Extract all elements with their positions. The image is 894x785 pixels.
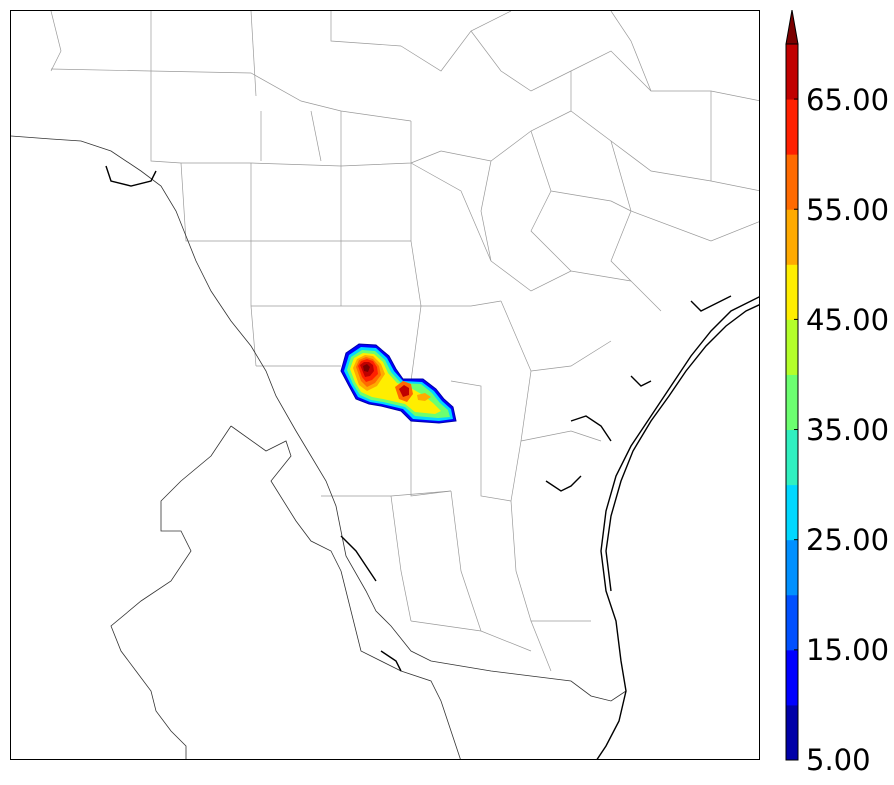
colorbar-bin-10 xyxy=(786,649,798,706)
colorbar-frame xyxy=(785,43,799,761)
colorbar-bin-30 xyxy=(786,429,798,486)
colorbar-bin-35 xyxy=(786,374,798,431)
colorbar xyxy=(785,10,799,761)
colorbar-tick-25: 25.00 xyxy=(806,523,890,557)
colorbar-extend-arrow xyxy=(785,10,799,45)
colorbar-bin-55 xyxy=(786,154,798,210)
radar-map xyxy=(10,10,760,760)
colorbar-bin-5 xyxy=(786,704,798,761)
colorbar-tick-15: 15.00 xyxy=(806,633,890,667)
border-lines xyxy=(11,135,627,759)
colorbar-tick-35: 35.00 xyxy=(806,413,890,447)
colorbar-bin-50 xyxy=(786,209,798,265)
echo-tertiary-50 xyxy=(417,393,431,401)
colorbar-tick-45: 45.00 xyxy=(806,303,890,337)
county-boundaries xyxy=(50,11,759,672)
coastline xyxy=(105,165,759,759)
colorbar-bin-45 xyxy=(786,264,798,320)
colorbar-tick-55: 55.00 xyxy=(806,193,890,227)
colorbar-bin-15 xyxy=(786,594,798,651)
colorbar-tick-65: 65.00 xyxy=(806,83,890,117)
echo-70 xyxy=(363,364,370,372)
colorbar-bin-40 xyxy=(786,319,798,375)
map-canvas xyxy=(11,11,759,759)
colorbar-bin-65 xyxy=(786,44,798,100)
colorbar-tick-5: 5.00 xyxy=(806,743,871,777)
colorbar-bin-20 xyxy=(786,539,798,596)
colorbar-bin-25 xyxy=(786,484,798,541)
colorbar-bin-60 xyxy=(786,99,798,155)
echo-secondary-65 xyxy=(399,385,409,397)
radar-echo xyxy=(340,343,457,424)
